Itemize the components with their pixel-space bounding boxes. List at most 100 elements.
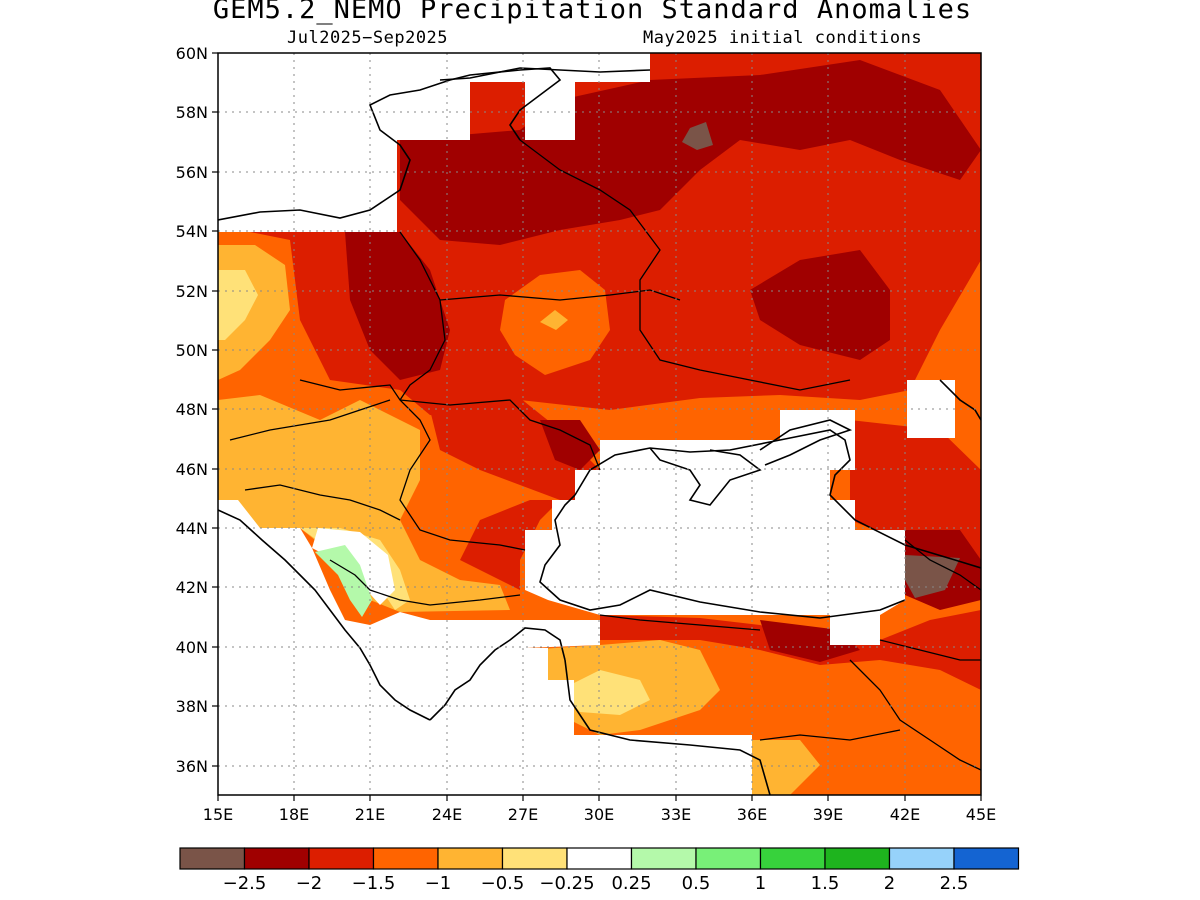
lon-label-33e: 33E: [661, 805, 691, 824]
region-very-weak-dry-turkey: [560, 670, 650, 715]
region-extreme-dry-1: [682, 122, 713, 150]
colorbar-swatch: [501, 847, 568, 870]
lon-labels: 15E 18E 21E 24E 27E 30E 33E 36E 39E 42E …: [203, 805, 996, 824]
colorbar-label: 2: [884, 873, 895, 894]
border-5: [299, 379, 526, 551]
colorbar-swatch: [759, 847, 826, 870]
colorbar-swatch: [566, 847, 633, 870]
lon-label-36e: 36E: [737, 805, 767, 824]
adriatic-coast: [218, 509, 431, 721]
lat-label-56n: 56N: [176, 163, 208, 182]
missing-small-patch: [830, 615, 880, 645]
border-9: [599, 614, 761, 631]
map-grid: [218, 53, 981, 795]
crimea-coast: [649, 447, 762, 506]
border-10: [879, 539, 981, 661]
colorbar-labels: −2.5 −2 −1.5 −1 −0.5 −0.25 0.25 0.5 1 1.5 2 2.5: [223, 873, 969, 894]
missing-anatolia-west: [520, 620, 600, 648]
aegean-coast: [429, 627, 566, 721]
colorbar-swatch: [308, 847, 375, 870]
region-very-strong-dry-3: [750, 250, 890, 360]
lat-label-40n: 40N: [176, 638, 208, 657]
colorbar-label: −0.5: [481, 873, 525, 894]
lon-label-21e: 21E: [355, 805, 385, 824]
missing-black-sea: [525, 410, 905, 615]
missing-northwest: [218, 53, 400, 232]
lat-label-36n: 36N: [176, 757, 208, 776]
colorbar-label: 1: [755, 873, 766, 894]
region-very-strong-dry-1: [400, 60, 981, 245]
colorbar-swatch: [824, 847, 891, 870]
lon-label-27e: 27E: [508, 805, 538, 824]
region-weak-dry-balkans: [218, 395, 510, 612]
colorbar-swatch: [953, 847, 1020, 870]
country-borders: [229, 139, 981, 771]
lon-label-39e: 39E: [813, 805, 843, 824]
colorbar-label: 2.5: [940, 873, 969, 894]
coastlines: [218, 67, 981, 795]
region-very-weak-dry-west: [218, 270, 258, 340]
colorbar-swatch: [888, 847, 955, 870]
region-very-strong-dry-4: [540, 420, 600, 470]
colorbar-label: −1.5: [352, 873, 396, 894]
colorbar-label: −1: [425, 873, 452, 894]
colorbar-swatch: [243, 847, 310, 870]
lon-label-18e: 18E: [279, 805, 309, 824]
lat-label-52n: 52N: [176, 282, 208, 301]
lat-label-48n: 48N: [176, 400, 208, 419]
region-weak-dry-levant: [752, 740, 820, 795]
lat-label-60n: 60N: [176, 44, 208, 63]
lon-label-24e: 24E: [432, 805, 462, 824]
chart-title: GEM5.2_NEMO Precipitation Standard Anoma…: [212, 0, 973, 25]
colorbar-swatch: [179, 847, 246, 870]
colorbar-label: −2: [296, 873, 323, 894]
baltic-coast: [218, 67, 562, 221]
colorbar-label: −0.25: [539, 873, 594, 894]
region-strong-dry-east: [850, 420, 981, 560]
border-3: [519, 139, 851, 391]
turkey-south-coast: [564, 659, 771, 795]
lon-label-15e: 15E: [203, 805, 233, 824]
lat-label-44n: 44N: [176, 519, 208, 538]
border-2: [439, 289, 681, 301]
initial-conditions: May2025 initial conditions: [643, 28, 923, 48]
lat-label-50n: 50N: [176, 341, 208, 360]
colorbar-label: 0.25: [611, 873, 651, 894]
gulf-of-finland: [439, 67, 651, 81]
border-4: [399, 399, 601, 471]
lat-label-54n: 54N: [176, 222, 208, 241]
lat-label-46n: 46N: [176, 460, 208, 479]
lat-label-38n: 38N: [176, 697, 208, 716]
border-1: [399, 231, 446, 401]
missing-baltic: [397, 53, 650, 140]
border-6: [229, 399, 391, 441]
border-8: [329, 559, 521, 606]
lon-label-45e: 45E: [966, 805, 996, 824]
region-wet-1: [315, 545, 372, 617]
lon-label-30e: 30E: [584, 805, 614, 824]
border-7: [244, 484, 401, 521]
lon-label-42e: 42E: [890, 805, 920, 824]
region-weak-pocket: [540, 310, 568, 330]
region-very-strong-dry-2: [345, 232, 450, 380]
colorbar-swatches: [179, 847, 1020, 870]
forecast-period: Jul2025−Sep2025: [287, 28, 449, 48]
caspian-coast: [939, 379, 981, 421]
colorbar-swatch: [695, 847, 762, 870]
lat-label-42n: 42N: [176, 578, 208, 597]
axis-tick-marks: [212, 52, 982, 801]
colorbar-label: 0.5: [682, 873, 711, 894]
lat-label-58n: 58N: [176, 103, 208, 122]
missing-east-patch: [907, 380, 955, 438]
colorbar-swatch: [372, 847, 439, 870]
border-12: [759, 729, 901, 741]
sea-of-azov: [759, 419, 853, 466]
lat-labels: 36N 38N 40N 42N 44N 46N 48N 50N 52N 54N …: [176, 44, 208, 776]
border-11: [849, 659, 981, 771]
colorbar-label: 1.5: [811, 873, 840, 894]
colorbar-label: −2.5: [223, 873, 267, 894]
colorbar-swatch: [630, 847, 697, 870]
colorbar-swatch: [437, 847, 504, 870]
colorbar: −2.5 −2 −1.5 −1 −0.5 −0.25 0.25 0.5 1 1.5 2 2.5: [179, 847, 1020, 894]
